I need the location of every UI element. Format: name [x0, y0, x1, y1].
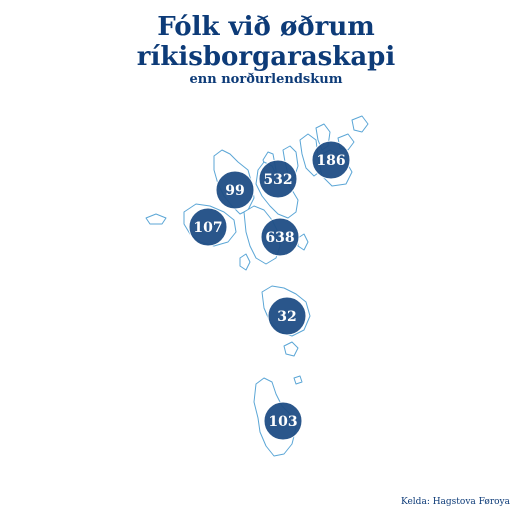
- land-fugloy: [351, 115, 369, 133]
- land-skuvoy: [283, 341, 299, 357]
- bubble-value-label: 32: [277, 309, 296, 325]
- bubble-value-label: 103: [268, 414, 297, 430]
- bubble-value-label: 186: [316, 153, 345, 169]
- title-line-2: ríkisborgaraskapi: [136, 42, 396, 72]
- land-nolsoy: [297, 233, 309, 251]
- bubble-value-label: 99: [225, 183, 244, 199]
- bubble-circle: [258, 159, 298, 199]
- region-bubble-sandoy: 32: [267, 296, 307, 336]
- bubble-circle: [215, 170, 255, 210]
- land-mykines: [145, 213, 167, 225]
- land-dimun: [293, 375, 303, 385]
- bubble-circle: [267, 296, 307, 336]
- bubble-circle: [188, 207, 228, 247]
- region-bubbles: 186 532 99 107 638 32 103: [188, 140, 351, 441]
- region-bubble-eysturoy: 532: [258, 159, 298, 199]
- bubble-value-label: 638: [265, 230, 294, 246]
- bubble-circle: [311, 140, 351, 180]
- region-bubble-sudurstreymoy: 638: [260, 217, 300, 257]
- region-bubble-vagar: 107: [188, 207, 228, 247]
- map-title: Fólk við øðrum ríkisborgaraskapi: [0, 12, 532, 72]
- land-hestur: [239, 253, 251, 271]
- source-credit: Kelda: Hagstova Føroya: [401, 497, 510, 507]
- map-subtitle: enn norðurlendskum: [189, 72, 343, 87]
- bubble-circle: [260, 217, 300, 257]
- region-bubble-nordoyggjar: 186: [311, 140, 351, 180]
- region-bubble-suduroy: 103: [263, 401, 303, 441]
- region-bubble-nordurstreymoy: 99: [215, 170, 255, 210]
- bubble-circle: [263, 401, 303, 441]
- bubble-value-label: 107: [193, 220, 222, 236]
- bubble-value-label: 532: [263, 172, 292, 188]
- title-line-1: Fólk við øðrum: [157, 12, 375, 42]
